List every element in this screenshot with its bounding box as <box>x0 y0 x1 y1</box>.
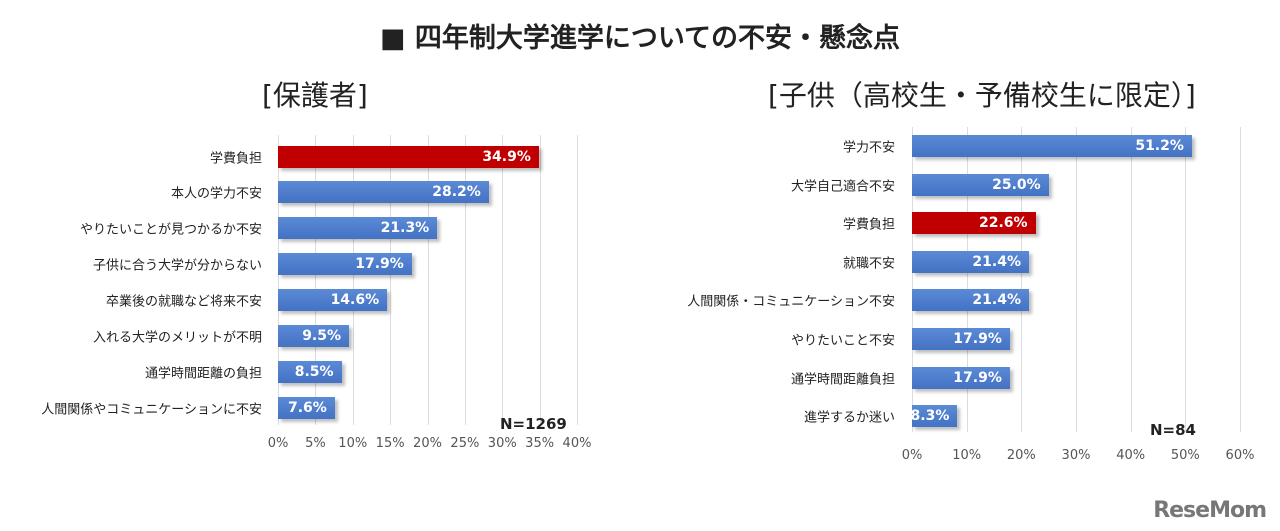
gridline <box>390 135 392 425</box>
data-label: 21.4% <box>972 292 1021 308</box>
sample-size-children: N=84 <box>1150 421 1196 439</box>
x-tick-label: 0% <box>901 448 923 463</box>
data-label: 51.2% <box>1135 138 1184 154</box>
bar <box>912 289 1029 311</box>
gridline <box>1240 127 1241 432</box>
gridline <box>1021 127 1023 432</box>
gridline <box>1130 127 1132 432</box>
x-tick-label: 20% <box>1006 448 1036 463</box>
gridline <box>464 135 466 425</box>
category-label: 進学するか迷い <box>803 410 895 426</box>
data-label: 21.4% <box>972 254 1021 270</box>
x-tick-label: 5% <box>305 436 326 451</box>
data-label: 22.6% <box>978 215 1028 231</box>
bar <box>278 361 342 383</box>
gridline <box>966 127 968 432</box>
data-label: 28.2% <box>432 184 481 200</box>
category-label: 通学時間距離の負担 <box>144 366 262 382</box>
gridline <box>1185 127 1187 432</box>
x-tick-label: 20% <box>413 436 442 451</box>
x-tick-label: 40% <box>1116 448 1146 463</box>
bar <box>912 328 1010 350</box>
data-label: 8.3% <box>910 408 950 424</box>
x-tick-label: 35% <box>525 436 555 451</box>
category-label: 大学自己適合不安 <box>790 179 895 195</box>
gridline <box>1076 127 1077 432</box>
category-label: 通学時間距離負担 <box>790 372 895 388</box>
gridline <box>315 135 317 425</box>
category-label: 人間関係・コミュニケーション不安 <box>687 294 895 310</box>
bar <box>278 181 489 203</box>
bar <box>278 325 349 347</box>
x-tick-label: 50% <box>1170 448 1200 463</box>
gridline <box>278 135 279 425</box>
category-label: 学費負担 <box>842 217 895 233</box>
category-label: 人間関係やコミュニケーションに不安 <box>41 402 262 418</box>
gridline <box>577 135 578 425</box>
data-label: 8.5% <box>294 364 334 380</box>
category-label: 就職不安 <box>842 256 895 272</box>
gridline <box>352 135 354 425</box>
data-label: 17.9% <box>355 256 404 272</box>
resemom-logo: ReseMom <box>1153 498 1267 523</box>
data-label: 9.5% <box>302 328 342 344</box>
bar <box>278 289 388 311</box>
gridline <box>427 135 429 425</box>
gridline <box>502 135 504 425</box>
bar <box>912 251 1029 273</box>
x-tick-label: 30% <box>487 436 517 451</box>
bar <box>912 405 958 427</box>
bar-highlight <box>912 212 1036 234</box>
category-label: 学費負担 <box>209 151 262 167</box>
x-tick-label: 15% <box>375 436 405 451</box>
category-label: 学力不安 <box>842 140 895 156</box>
chart-title-children: [子供（高校生・予備校生に限定）] <box>768 79 1196 112</box>
bar <box>912 135 1192 157</box>
data-label: 7.6% <box>287 400 327 416</box>
data-label: 34.9% <box>482 149 531 165</box>
data-label: 25.0% <box>992 177 1041 193</box>
x-tick-label: 10% <box>952 448 982 463</box>
data-label: 17.9% <box>953 370 1002 386</box>
gridline <box>912 127 913 432</box>
bar <box>912 174 1049 196</box>
x-tick-label: 30% <box>1061 448 1091 463</box>
bar <box>278 397 335 419</box>
page-title: ■ 四年制大学進学についての不安・懸念点 <box>379 23 901 54</box>
category-label: 子供に合う大学が分からない <box>92 258 262 274</box>
category-label: 卒業後の就職など将来不安 <box>105 294 262 310</box>
bar-highlight <box>278 146 539 168</box>
x-tick-label: 25% <box>450 436 480 451</box>
data-label: 21.3% <box>380 220 430 236</box>
category-label: やりたいこと不安 <box>790 333 895 349</box>
data-label: 14.6% <box>330 292 380 308</box>
bar <box>278 253 412 275</box>
x-tick-label: 40% <box>562 436 592 451</box>
category-label: やりたいことが見つかるか不安 <box>79 222 262 238</box>
category-label: 本人の学力不安 <box>170 186 262 202</box>
sample-size-parents: N=1269 <box>500 415 567 433</box>
x-tick-label: 60% <box>1225 448 1255 463</box>
x-tick-label: 0% <box>267 436 289 451</box>
data-label: 17.9% <box>953 331 1002 347</box>
x-tick-label: 10% <box>338 436 368 451</box>
gridline <box>539 135 541 425</box>
category-label: 入れる大学のメリットが不明 <box>92 330 262 346</box>
chart-title-parents: [保護者] <box>262 79 368 112</box>
bar <box>278 217 438 239</box>
bar <box>912 367 1010 389</box>
